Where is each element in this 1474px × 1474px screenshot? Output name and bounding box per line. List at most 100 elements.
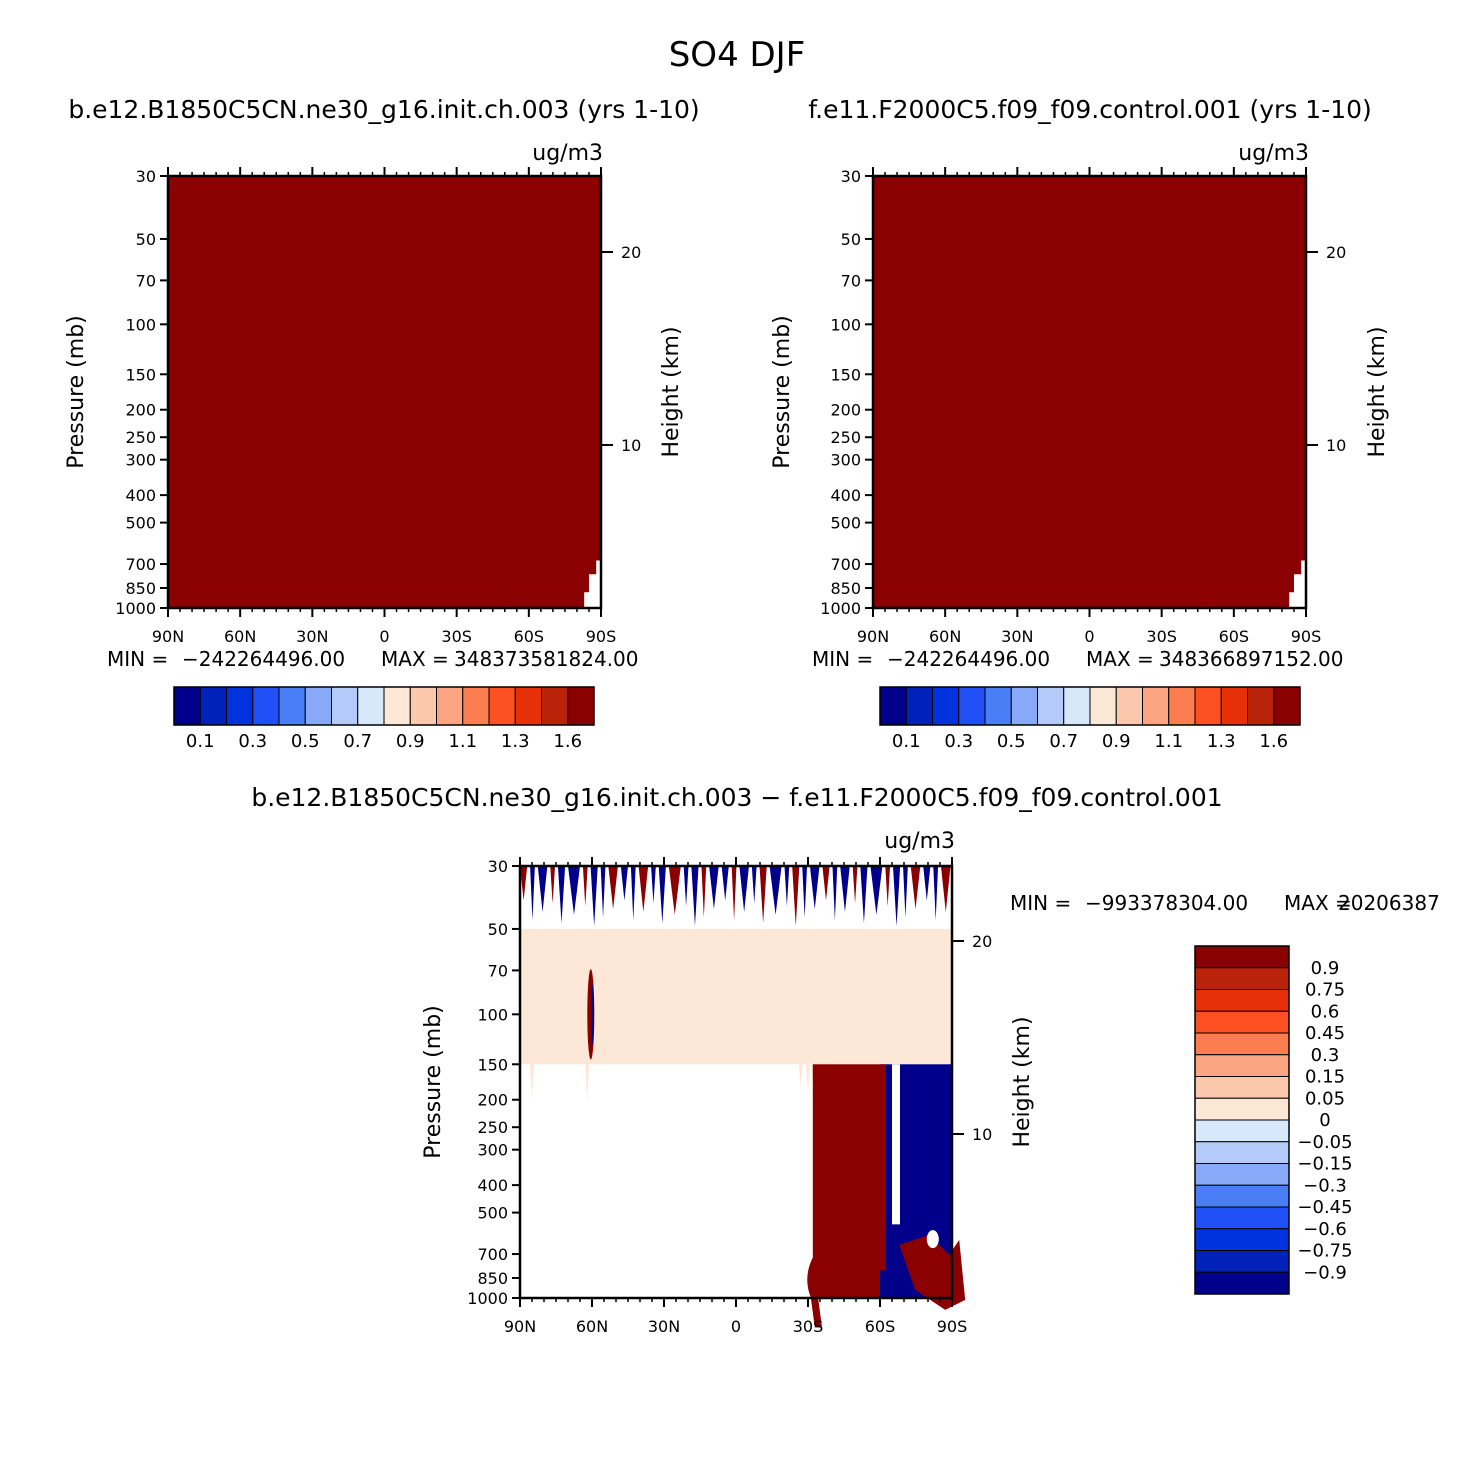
pressure-tick-label: 300 [830, 451, 861, 470]
colorbar-label: 0 [1319, 1110, 1330, 1131]
panel-2-min-label: MIN = [812, 647, 873, 671]
pressure-tick-label: 850 [830, 579, 861, 598]
upper-streak [638, 866, 649, 912]
colorbar-box [984, 686, 1012, 726]
latitude-tick-label: 0 [1084, 627, 1094, 646]
upper-streak [784, 866, 790, 907]
colorbar-box [1089, 686, 1117, 726]
latitude-tick-label: 60N [224, 627, 256, 646]
colorbar-box [958, 686, 986, 726]
colorbar-box [331, 686, 359, 726]
pressure-tick-label: 500 [477, 1204, 508, 1223]
upper-streak [620, 866, 628, 901]
panel-2-title: f.e11.F2000C5.f09_f09.control.001 (yrs 1… [808, 95, 1372, 124]
colorbar-label: 0.3 [238, 731, 267, 752]
upper-streak [557, 866, 566, 924]
colorbar-label: −0.75 [1297, 1241, 1352, 1262]
colorbar-box [879, 686, 907, 726]
upper-streak [568, 866, 580, 915]
southern-positive-lobe [807, 1257, 822, 1328]
latitude-tick-label: 90N [857, 627, 889, 646]
pressure-tick-label: 700 [477, 1245, 508, 1264]
upper-streak [822, 866, 830, 901]
figure-title: SO4 DJF [669, 35, 806, 75]
colorbar-label: 0.15 [1305, 1067, 1345, 1088]
upper-streak [731, 866, 737, 921]
panel-3: b.e12.B1850C5CN.ne30_g16.init.ch.003 − f… [251, 783, 1439, 1336]
colorbar-label: 1.1 [1154, 731, 1183, 752]
colorbar-box [173, 686, 201, 726]
panel-2-max-label: MAX = [1086, 647, 1154, 671]
colorbar-label: 0.05 [1305, 1088, 1345, 1109]
colorbar-label: 0.9 [396, 731, 425, 752]
field-fill [168, 176, 601, 608]
panel-1-max-value: 348373581824.00 [454, 647, 639, 671]
colorbar-label: 0.9 [1311, 958, 1340, 979]
colorbar-box [1194, 1076, 1290, 1099]
colorbar-box [1220, 686, 1248, 726]
upper-streak [701, 866, 707, 918]
colorbar-label: −0.45 [1297, 1197, 1352, 1218]
pressure-tick-label: 400 [477, 1176, 508, 1195]
pressure-tick-label: 50 [136, 230, 156, 249]
latitude-tick-label: 60S [865, 1317, 896, 1336]
colorbar-label: −0.05 [1297, 1132, 1352, 1153]
upper-streak [608, 866, 618, 910]
colorbar-box [383, 686, 411, 726]
colorbar-frame [879, 686, 1301, 726]
colorbar-box [226, 686, 254, 726]
upper-streak [892, 866, 901, 927]
height-tick-label: 10 [972, 1125, 992, 1144]
pressure-tick-label: 300 [477, 1141, 508, 1160]
upper-streak [870, 866, 883, 915]
pressure-tick-label: 850 [477, 1269, 508, 1288]
colorbar-box [1194, 945, 1290, 969]
colorbar-box [252, 686, 280, 726]
upper-streak [658, 866, 666, 924]
colorbar-label: 0.7 [1049, 731, 1078, 752]
colorbar-box [1194, 989, 1290, 1012]
colorbar-label: −0.9 [1303, 1262, 1347, 1283]
colorbar-label: 0.75 [1305, 980, 1345, 1001]
pressure-tick-label: 700 [125, 555, 156, 574]
panel-3-min-label: MIN = [1010, 891, 1071, 915]
colorbar-box [436, 686, 464, 726]
upper-streak [885, 866, 891, 907]
upper-streak [940, 866, 951, 912]
colorbar-label: 0.45 [1305, 1023, 1345, 1044]
colorbar-label: 0.9 [1102, 731, 1131, 752]
pressure-tick-label: 30 [488, 857, 508, 876]
colorbar-label: 1.1 [448, 731, 477, 752]
latitude-tick-label: 30N [296, 627, 328, 646]
height-tick-label: 10 [621, 436, 641, 455]
colorbar-box [1194, 1032, 1290, 1056]
colorbar-box [1194, 1141, 1290, 1164]
colorbar-box [1037, 686, 1065, 726]
panel-2-latitude-ticks: 90N 60N 30N 0 30S 60S 90S [857, 167, 1321, 646]
colorbar-box [278, 686, 306, 726]
latitude-tick-label: 30S [441, 627, 472, 646]
latitude-tick-label: 90S [586, 627, 617, 646]
latitude-tick-label: 90S [937, 1317, 968, 1336]
colorbar-box [567, 686, 595, 726]
colorbar-box [304, 686, 332, 726]
colorbar-box [462, 686, 490, 726]
pressure-tick-label: 100 [125, 315, 156, 334]
pressure-tick-label: 500 [125, 514, 156, 533]
band-drip [585, 1064, 590, 1100]
pressure-tick-label: 850 [125, 579, 156, 598]
latitude-tick-label: 90N [504, 1317, 536, 1336]
panel-3-plot-area [518, 864, 966, 1328]
pressure-tick-label: 1000 [820, 599, 861, 618]
panel-2-ylabel: Pressure (mb) [770, 315, 795, 469]
panel-3-min-value: −993378304.00 [1085, 891, 1248, 915]
upper-streak [852, 866, 858, 904]
upper-streak [683, 866, 689, 907]
panel-1-units: ug/m3 [532, 141, 603, 166]
latitude-tick-label: 90S [1291, 627, 1322, 646]
panel-3-latitude-ticks: 90N 60N 30N 0 30S 60S 90S [504, 857, 967, 1336]
latitude-tick-label: 60N [929, 627, 961, 646]
panel-3-colorbar: 0.90.750.60.450.30.150.050−0.05−0.15−0.3… [1194, 945, 1353, 1295]
colorbar-box [1194, 1163, 1290, 1186]
panel-1-latitude-ticks: 90N 60N 30N 0 30S 60S 90S [152, 167, 616, 646]
